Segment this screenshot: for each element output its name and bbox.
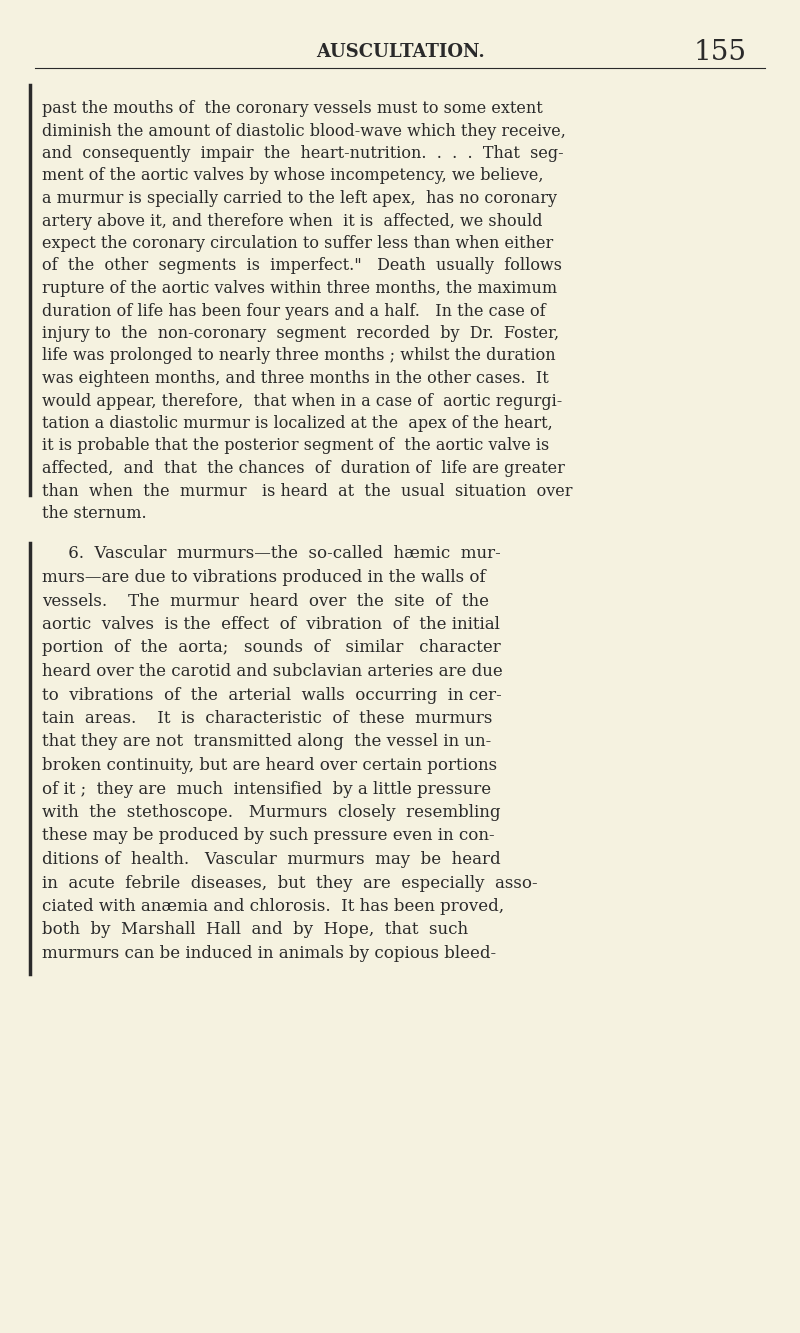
Text: to  vibrations  of  the  arterial  walls  occurring  in cer-: to vibrations of the arterial walls occu… [42,686,502,704]
Text: tation a diastolic murmur is localized at the  apex of the heart,: tation a diastolic murmur is localized a… [42,415,553,432]
Text: murmurs can be induced in animals by copious bleed-: murmurs can be induced in animals by cop… [42,945,496,962]
Text: aortic  valves  is the  effect  of  vibration  of  the initial: aortic valves is the effect of vibration… [42,616,500,633]
Text: murs—are due to vibrations produced in the walls of: murs—are due to vibrations produced in t… [42,569,486,587]
Text: diminish the amount of diastolic blood-wave which they receive,: diminish the amount of diastolic blood-w… [42,123,566,140]
Text: 155: 155 [694,39,746,65]
Text: artery above it, and therefore when  it is  affected, we should: artery above it, and therefore when it i… [42,212,542,229]
Text: would appear, therefore,  that when in a case of  aortic regurgi-: would appear, therefore, that when in a … [42,392,562,409]
Text: of it ;  they are  much  intensified  by a little pressure: of it ; they are much intensified by a l… [42,781,491,797]
Text: of  the  other  segments  is  imperfect."   Death  usually  follows: of the other segments is imperfect." Dea… [42,257,562,275]
Text: ciated with anæmia and chlorosis.  It has been proved,: ciated with anæmia and chlorosis. It has… [42,898,504,914]
Text: rupture of the aortic valves within three months, the maximum: rupture of the aortic valves within thre… [42,280,557,297]
Text: heard over the carotid and subclavian arteries are due: heard over the carotid and subclavian ar… [42,663,502,680]
Text: a murmur is specially carried to the left apex,  has no coronary: a murmur is specially carried to the lef… [42,191,557,207]
Text: portion  of  the  aorta;   sounds  of   similar   character: portion of the aorta; sounds of similar … [42,640,501,656]
Text: broken continuity, but are heard over certain portions: broken continuity, but are heard over ce… [42,757,497,774]
Text: it is probable that the posterior segment of  the aortic valve is: it is probable that the posterior segmen… [42,437,550,455]
Text: ment of the aortic valves by whose incompetency, we believe,: ment of the aortic valves by whose incom… [42,168,543,184]
Text: past the mouths of  the coronary vessels must to some extent: past the mouths of the coronary vessels … [42,100,542,117]
Text: AUSCULTATION.: AUSCULTATION. [316,43,484,61]
Text: the sternum.: the sternum. [42,505,146,523]
Text: expect the coronary circulation to suffer less than when either: expect the coronary circulation to suffe… [42,235,554,252]
Text: injury to  the  non-coronary  segment  recorded  by  Dr.  Foster,: injury to the non-coronary segment recor… [42,325,559,343]
Text: duration of life has been four years and a half.   In the case of: duration of life has been four years and… [42,303,546,320]
Text: affected,  and  that  the chances  of  duration of  life are greater: affected, and that the chances of durati… [42,460,565,477]
Text: with  the  stethoscope.   Murmurs  closely  resembling: with the stethoscope. Murmurs closely re… [42,804,501,821]
Text: and  consequently  impair  the  heart-nutrition.  .  .  .  That  seg-: and consequently impair the heart-nutrit… [42,145,564,163]
Text: 6.  Vascular  murmurs—the  so-called  hæmic  mur-: 6. Vascular murmurs—the so-called hæmic … [42,545,501,563]
Text: that they are not  transmitted along  the vessel in un-: that they are not transmitted along the … [42,733,491,750]
Text: vessels.    The  murmur  heard  over  the  site  of  the: vessels. The murmur heard over the site … [42,592,489,609]
Text: in  acute  febrile  diseases,  but  they  are  especially  asso-: in acute febrile diseases, but they are … [42,874,538,892]
Text: ditions of  health.   Vascular  murmurs  may  be  heard: ditions of health. Vascular murmurs may … [42,850,501,868]
Text: these may be produced by such pressure even in con-: these may be produced by such pressure e… [42,828,494,845]
Text: both  by  Marshall  Hall  and  by  Hope,  that  such: both by Marshall Hall and by Hope, that … [42,921,468,938]
Text: than  when  the  murmur   is heard  at  the  usual  situation  over: than when the murmur is heard at the usu… [42,483,573,500]
Text: was eighteen months, and three months in the other cases.  It: was eighteen months, and three months in… [42,371,549,387]
Text: tain  areas.    It  is  characteristic  of  these  murmurs: tain areas. It is characteristic of thes… [42,710,492,726]
Text: life was prolonged to nearly three months ; whilst the duration: life was prolonged to nearly three month… [42,348,556,364]
